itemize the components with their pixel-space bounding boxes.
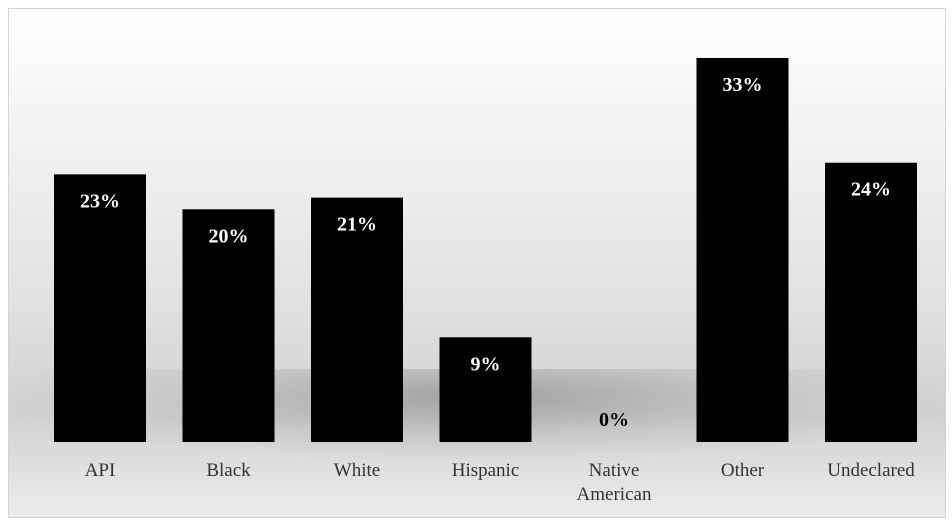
bar-black xyxy=(182,209,275,442)
category-label: White xyxy=(334,460,380,481)
category-label: American xyxy=(577,484,652,505)
data-label: 9% xyxy=(471,353,501,375)
data-label: 21% xyxy=(337,214,377,236)
bars-group xyxy=(54,58,917,442)
bar-api xyxy=(54,174,146,442)
data-labels-group: 23% 20% 21% 9% 0% 33% 24% xyxy=(80,74,891,431)
bar-other xyxy=(696,58,789,442)
data-label: 33% xyxy=(723,74,763,96)
category-label: Other xyxy=(721,460,765,481)
category-labels-group: API Black White Hispanic Native American Other… xyxy=(85,460,916,505)
category-label: Black xyxy=(206,460,251,481)
category-label: Hispanic xyxy=(452,460,520,481)
bar-hispanic xyxy=(439,337,532,442)
bar-undeclared xyxy=(825,162,917,442)
category-label: API xyxy=(85,460,116,481)
data-label: 24% xyxy=(851,179,891,201)
data-label: 0% xyxy=(599,409,629,431)
category-label: Native xyxy=(589,460,640,481)
bar-white xyxy=(311,197,403,442)
category-label: Undeclared xyxy=(827,460,915,481)
data-label: 20% xyxy=(209,225,249,247)
data-label: 23% xyxy=(80,190,120,212)
